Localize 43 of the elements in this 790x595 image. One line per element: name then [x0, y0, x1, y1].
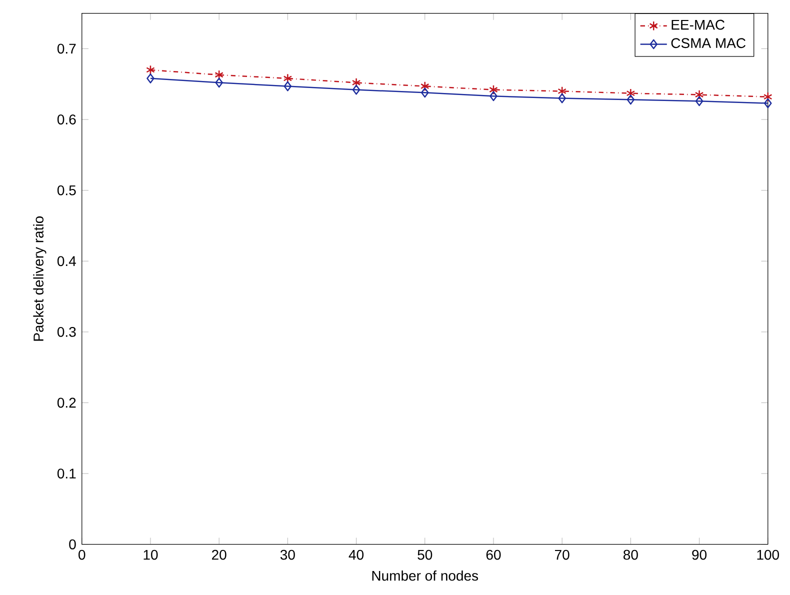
x-tick-label: 60: [486, 550, 501, 560]
y-tick-label: 0.2: [57, 398, 76, 408]
point: [283, 73, 292, 84]
x-tick-label: 30: [280, 550, 295, 560]
x-axis-title: Number of nodes: [372, 570, 478, 581]
point: [764, 98, 772, 108]
y-tick-label: 0: [69, 539, 76, 550]
point: [420, 87, 429, 98]
x-tick-label: 0: [78, 550, 86, 560]
y-tick-label: 0.4: [57, 256, 76, 266]
y-axis-title: Packet delivery ratio: [33, 216, 46, 341]
point: [284, 81, 292, 92]
point: [489, 84, 498, 95]
point: [694, 90, 704, 100]
y-tick-label: 0.3: [57, 326, 76, 337]
point: [420, 81, 430, 92]
point: [215, 78, 223, 88]
point: [214, 70, 224, 80]
x-tick-label: 10: [144, 550, 158, 560]
point: [352, 84, 360, 95]
y-tick-label: 0.7: [57, 44, 76, 54]
x-tick-label: 100: [757, 550, 780, 560]
y-tick-label: 0.5: [57, 185, 76, 196]
point: [558, 93, 566, 104]
x-tick-label: 90: [692, 550, 707, 560]
point: [558, 86, 566, 96]
x-tick-label: 20: [212, 550, 226, 560]
point: [352, 78, 361, 88]
legend-label: CSMA MAC: [671, 38, 746, 48]
x-tick-label: 80: [624, 550, 638, 560]
x-tick-label: 70: [555, 550, 570, 560]
legend-label: EE-MAC: [672, 20, 725, 30]
point: [626, 94, 635, 105]
point: [490, 91, 498, 101]
point: [146, 73, 154, 84]
y-tick-label: 0.1: [57, 468, 76, 478]
y-tick-label: 0.6: [57, 114, 76, 124]
x-tick-label: 40: [348, 550, 364, 560]
x-tick-label: 50: [418, 550, 432, 560]
point: [695, 96, 704, 106]
point: [146, 64, 155, 75]
point: [763, 92, 772, 102]
point: [626, 88, 636, 98]
